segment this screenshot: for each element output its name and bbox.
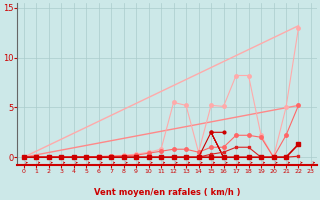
X-axis label: Vent moyen/en rafales ( km/h ): Vent moyen/en rafales ( km/h ) <box>94 188 241 197</box>
